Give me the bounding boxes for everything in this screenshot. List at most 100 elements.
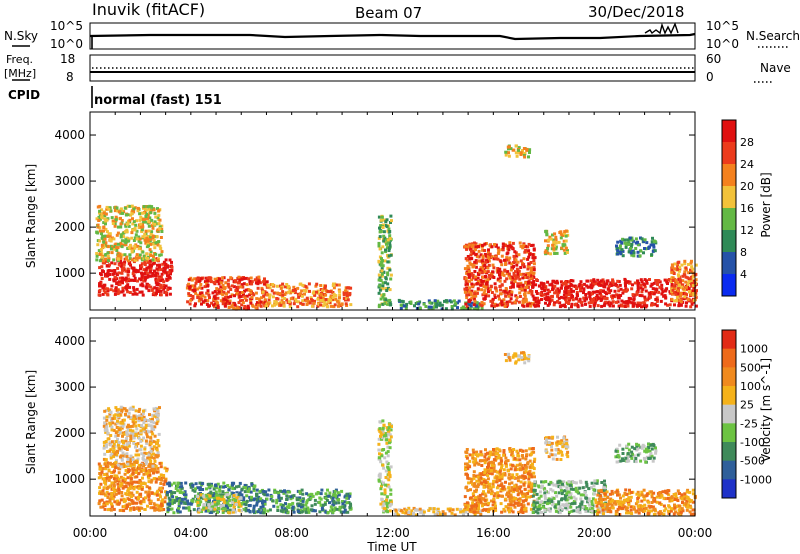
velocity-cell bbox=[299, 499, 303, 503]
velocity-cell bbox=[257, 495, 261, 499]
power-cell bbox=[489, 285, 493, 289]
power-cell bbox=[643, 247, 646, 250]
power-cell bbox=[467, 266, 471, 270]
power-cell bbox=[142, 272, 146, 276]
velocity-cell bbox=[124, 412, 127, 416]
power-cell bbox=[114, 286, 118, 290]
velocity-cell bbox=[222, 503, 225, 507]
power-cell bbox=[505, 258, 509, 262]
power-cell bbox=[563, 251, 567, 255]
velocity-cell bbox=[285, 505, 289, 509]
velocity-cell bbox=[509, 476, 513, 480]
power-cell bbox=[126, 290, 130, 294]
velocity-cell bbox=[119, 405, 123, 409]
power-cell bbox=[216, 304, 220, 308]
power-cell bbox=[643, 238, 647, 242]
power-cell bbox=[141, 293, 145, 297]
velocity-cell bbox=[470, 509, 474, 513]
velocity-cell bbox=[125, 493, 129, 496]
noise-panel: N.Sky 10^5 10^0 10^5 10^0 N.Search bbox=[4, 19, 800, 51]
velocity-cell bbox=[461, 511, 465, 515]
velocity-cell bbox=[317, 500, 321, 504]
power-cell bbox=[630, 253, 634, 257]
power-cell bbox=[623, 277, 627, 281]
power-cell bbox=[645, 281, 649, 285]
power-cell bbox=[522, 257, 526, 261]
velocity-cell bbox=[470, 506, 474, 510]
power-cell bbox=[381, 284, 385, 288]
power-cell bbox=[643, 285, 647, 289]
velocity-cell bbox=[213, 507, 217, 511]
power-cell bbox=[193, 304, 197, 308]
power-cell bbox=[156, 258, 160, 262]
power-cell bbox=[140, 275, 144, 279]
power-cell bbox=[138, 290, 142, 294]
velocity-cell bbox=[147, 486, 151, 490]
power-cell bbox=[166, 274, 169, 278]
power-cell bbox=[309, 298, 313, 302]
velocity-cell bbox=[107, 468, 111, 472]
power-cell bbox=[617, 280, 621, 284]
velocity-cell bbox=[98, 491, 101, 495]
velocity-cell bbox=[384, 432, 388, 436]
power-cell bbox=[515, 267, 519, 271]
velocity-cell bbox=[255, 501, 259, 505]
velocity-cell bbox=[113, 490, 117, 493]
power-cell bbox=[607, 301, 611, 305]
power-cell bbox=[139, 241, 143, 245]
velocity-cell bbox=[176, 497, 180, 501]
power-cell bbox=[598, 291, 602, 295]
power-cell bbox=[118, 280, 121, 284]
velocity-cell bbox=[100, 491, 104, 495]
power-cell bbox=[496, 269, 500, 273]
power-cell bbox=[401, 300, 405, 304]
velocity-cell bbox=[118, 501, 122, 505]
velocity-cell bbox=[104, 442, 108, 446]
velocity-cell bbox=[301, 509, 305, 513]
velocity-cell bbox=[230, 501, 234, 505]
velocity-cell bbox=[155, 448, 159, 452]
power-cell bbox=[251, 304, 255, 308]
velocity-cell bbox=[260, 489, 264, 493]
velocity-cell bbox=[113, 416, 117, 420]
power-cell bbox=[638, 254, 642, 258]
velocity-cell bbox=[129, 484, 133, 487]
velocity-cell bbox=[336, 491, 340, 495]
power-cell bbox=[665, 280, 669, 284]
power-cell bbox=[563, 230, 567, 234]
power-cell bbox=[472, 297, 476, 301]
velocity-cell bbox=[98, 466, 102, 469]
velocity-cell bbox=[121, 476, 125, 480]
power-cell bbox=[556, 294, 560, 298]
power-cell bbox=[100, 236, 104, 240]
velocity-cell bbox=[301, 503, 305, 507]
power-cell bbox=[461, 305, 465, 309]
velocity-cell bbox=[179, 481, 183, 485]
velocity-cell bbox=[148, 440, 152, 444]
power-cell bbox=[300, 289, 304, 293]
power-cell bbox=[386, 266, 390, 270]
power-cell bbox=[333, 303, 337, 307]
power-cell bbox=[378, 235, 382, 239]
power-cell bbox=[143, 263, 147, 266]
power-cell bbox=[556, 300, 560, 303]
velocity-cell bbox=[118, 447, 122, 451]
velocity-cell bbox=[106, 450, 109, 453]
power-cell bbox=[216, 288, 220, 292]
power-cell bbox=[98, 239, 102, 243]
power-cell bbox=[499, 270, 503, 274]
station-title: Inuvik (fitACF) bbox=[92, 0, 205, 19]
power-cell bbox=[624, 245, 628, 249]
velocity-cell bbox=[107, 409, 111, 413]
velocity-cell bbox=[387, 471, 391, 474]
power-cell bbox=[484, 254, 488, 258]
power-cell bbox=[592, 281, 596, 285]
power-cell bbox=[345, 304, 349, 307]
velocity-cell bbox=[243, 483, 247, 487]
velocity-cell bbox=[161, 498, 165, 502]
velocity-cell bbox=[345, 496, 349, 500]
power-cell bbox=[682, 272, 686, 276]
power-colorbar-tick: 8 bbox=[740, 246, 747, 259]
power-cell bbox=[529, 276, 533, 280]
velocity-cell bbox=[132, 506, 136, 510]
